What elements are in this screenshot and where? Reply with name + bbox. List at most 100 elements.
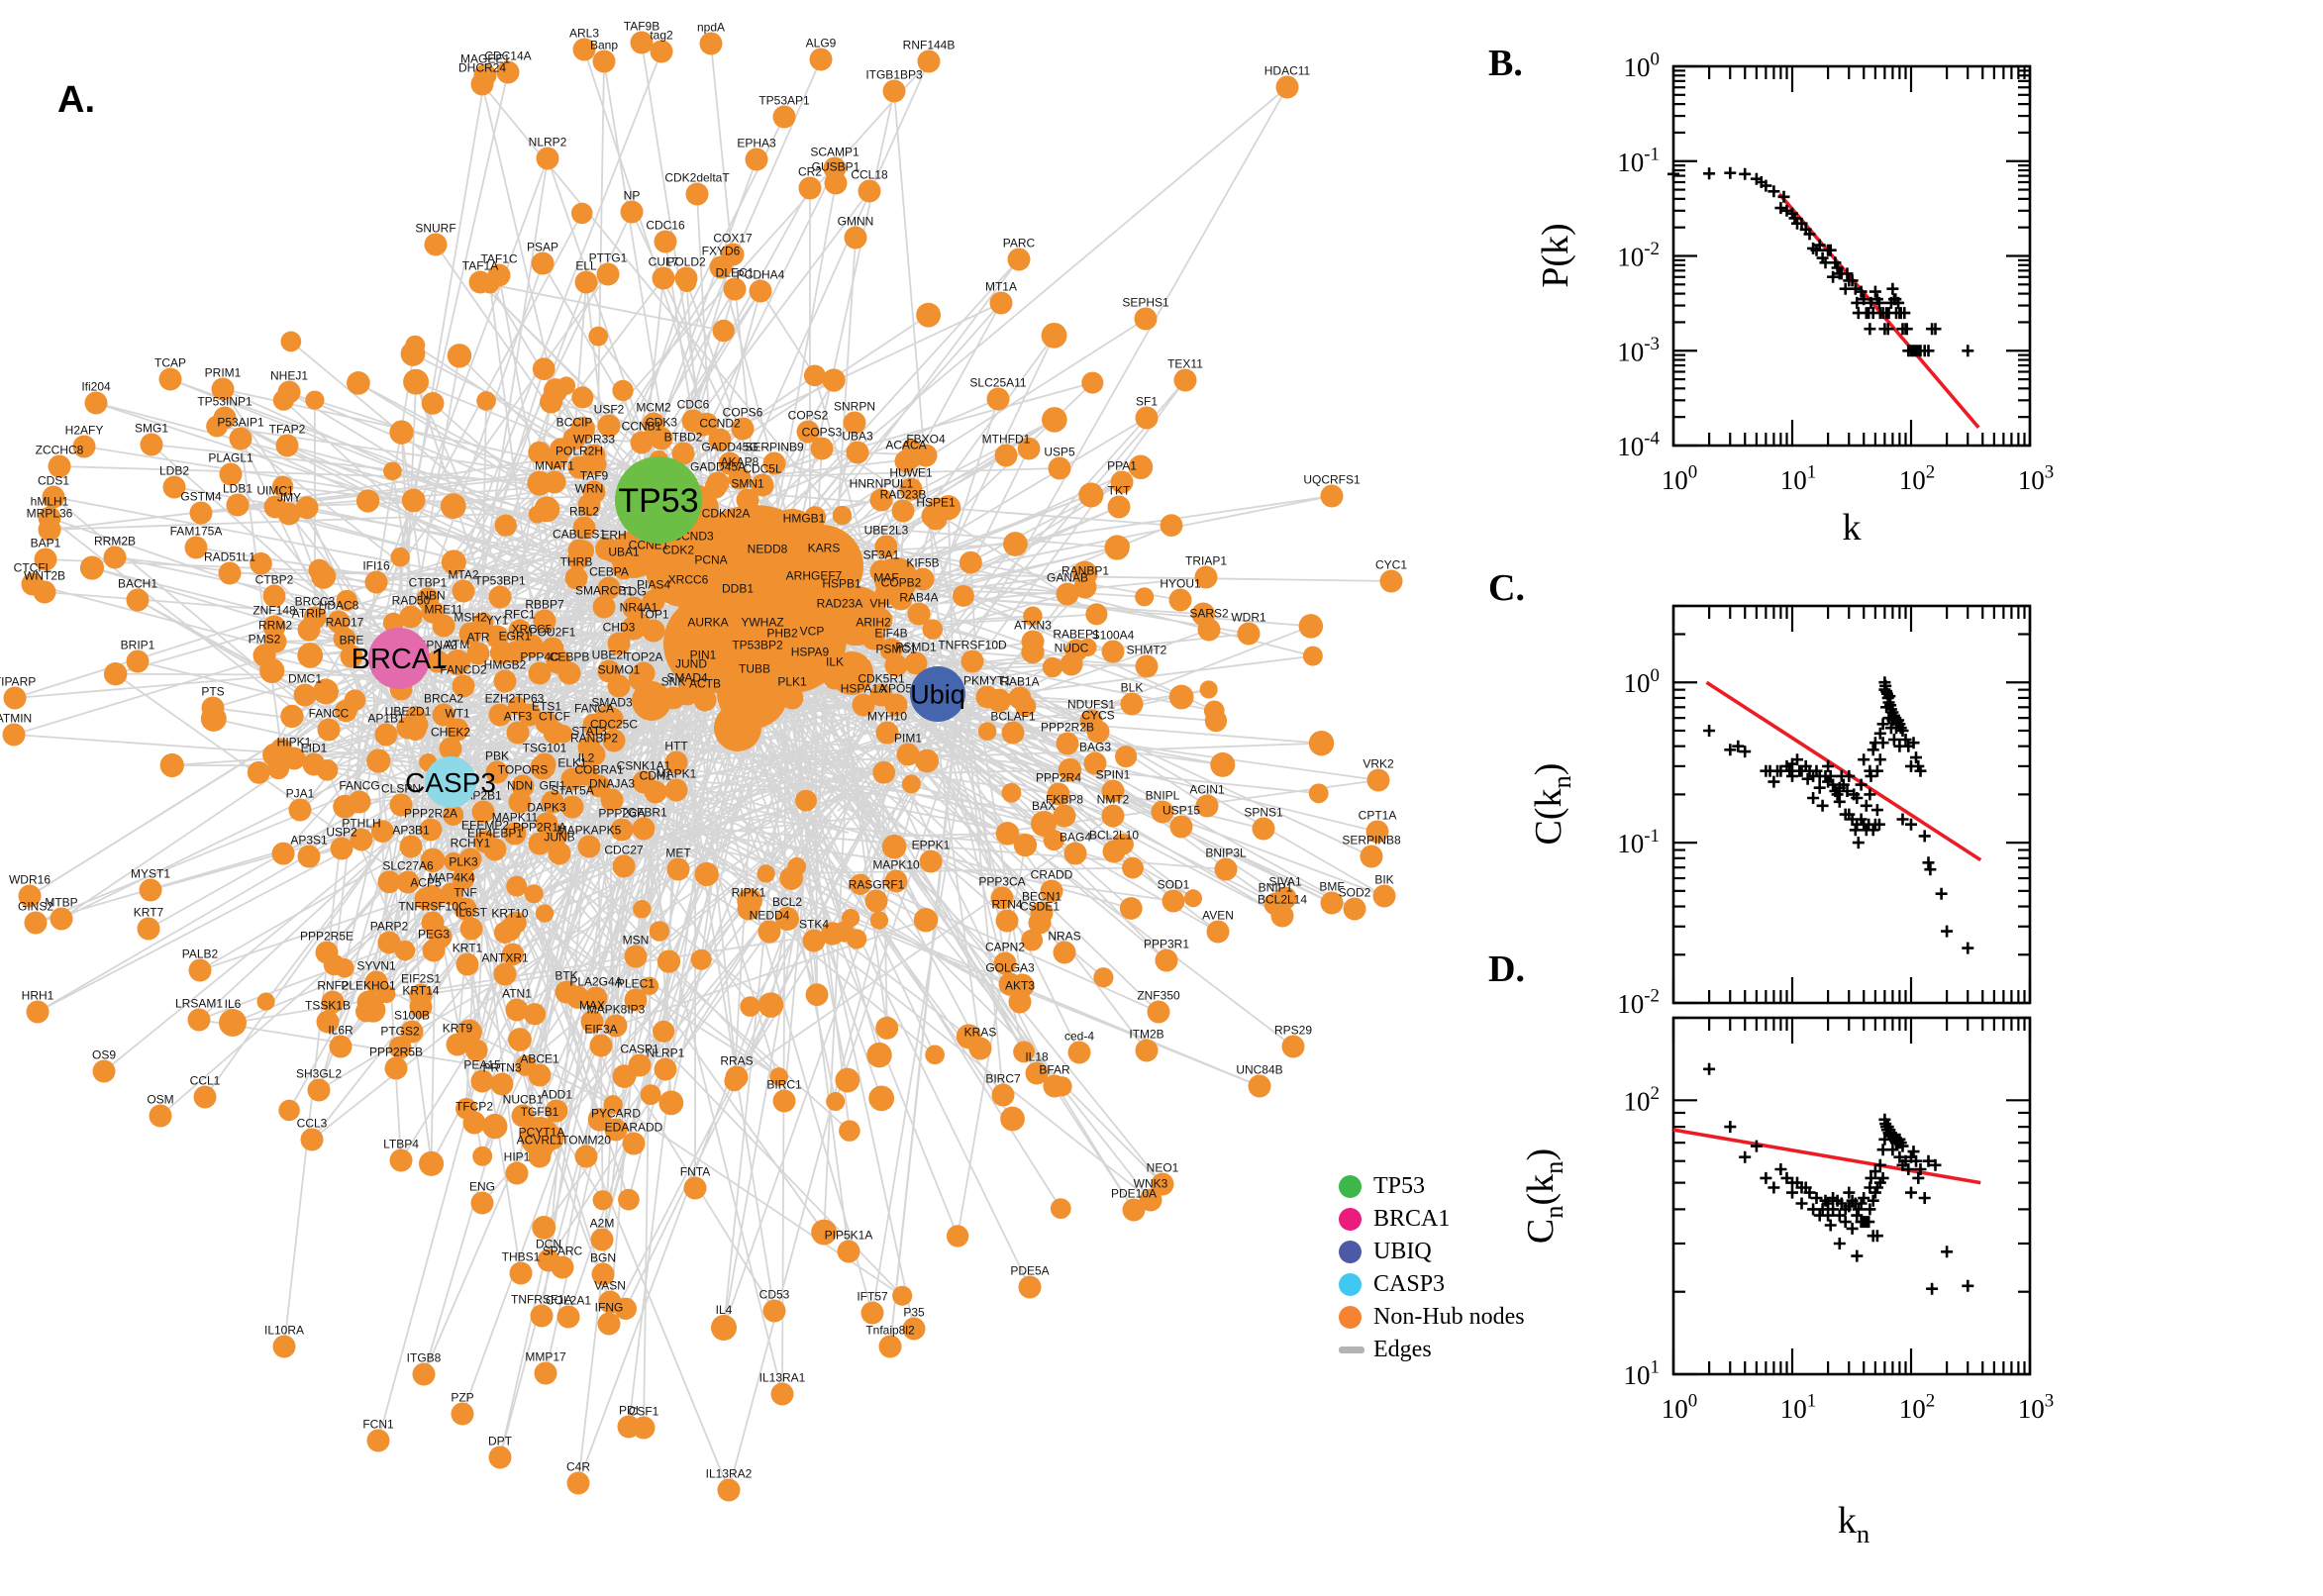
network-node (508, 790, 532, 814)
network-node (1366, 768, 1390, 792)
network-node (846, 441, 869, 464)
network-node (675, 682, 699, 706)
network-node (803, 506, 827, 529)
network-node (377, 870, 401, 894)
axis-tick-label: 10-2 (1617, 986, 1660, 1019)
network-node (471, 800, 495, 824)
network-node (1360, 845, 1383, 868)
network-node (572, 38, 596, 61)
network-node (1023, 606, 1043, 626)
network-node (1102, 840, 1126, 863)
network-node (1197, 618, 1221, 642)
network-node (541, 637, 564, 660)
network-node (914, 444, 938, 467)
network-node (1281, 1035, 1305, 1058)
network-node (476, 391, 496, 411)
network-node (1053, 804, 1076, 828)
network-node (869, 559, 893, 583)
network-node (1028, 911, 1052, 935)
axis-tick-label: 10-1 (1617, 144, 1660, 176)
network-node (723, 277, 747, 301)
network-node (1298, 614, 1324, 639)
network-node (1184, 889, 1203, 908)
network-node (1275, 75, 1299, 99)
network-node (839, 1120, 860, 1142)
legend-color-dot (1339, 1208, 1362, 1231)
network-node (364, 570, 388, 594)
network-node (805, 983, 829, 1007)
network-node (664, 750, 688, 774)
network-node (1270, 904, 1294, 928)
axis-tick-label: 100 (1624, 665, 1660, 698)
network-node (305, 390, 325, 410)
network-node (562, 427, 586, 450)
network-node (1155, 948, 1178, 972)
network-node (582, 743, 606, 766)
network-node (288, 798, 312, 822)
network-node (528, 832, 552, 855)
network-node (693, 688, 717, 712)
network-node (868, 1085, 895, 1112)
network-node (262, 743, 286, 767)
network-node (247, 760, 270, 784)
network-node (424, 233, 448, 256)
network-node (543, 721, 566, 745)
scatter-points (1703, 1062, 1974, 1295)
network-node (297, 618, 321, 642)
network-node (570, 202, 593, 225)
network-node (922, 619, 944, 640)
network-node (960, 649, 984, 673)
network-node (505, 998, 529, 1022)
network-node (1379, 569, 1403, 593)
network-node (600, 707, 624, 731)
network-node (610, 818, 634, 842)
network-node (439, 737, 462, 760)
fit-line (1672, 1128, 1981, 1185)
network-node (894, 449, 918, 473)
network-node (50, 907, 73, 931)
network-node (656, 949, 681, 973)
network-node (3, 686, 27, 710)
network-node (1199, 680, 1218, 699)
axis-tick-label: 101 (1780, 462, 1816, 495)
network-node (1210, 751, 1236, 777)
network-node (580, 1010, 604, 1034)
network-node (535, 812, 558, 836)
network-node (426, 649, 450, 673)
network-node (989, 291, 1013, 315)
network-node (644, 780, 667, 804)
network-node (743, 673, 766, 697)
network-node (1073, 575, 1097, 599)
network-node (356, 990, 380, 1014)
network-node (739, 526, 759, 547)
network-node (1173, 368, 1197, 392)
network-node (1139, 1188, 1162, 1212)
network-node (560, 795, 584, 819)
network-node (775, 539, 798, 562)
panel-a-label: A. (57, 79, 95, 121)
network-node (725, 1065, 749, 1089)
panel-c-label: C. (1488, 567, 1525, 609)
network-node (837, 1240, 860, 1263)
network-node (383, 461, 402, 481)
network-node (1007, 248, 1031, 271)
network-node (1122, 856, 1144, 879)
network-node (389, 793, 413, 817)
network-node (612, 379, 634, 402)
network-node (1128, 454, 1154, 480)
axis-tick-label: 103 (2018, 462, 2054, 495)
axis-tick-label: 10-3 (1617, 334, 1660, 366)
network-node (596, 262, 620, 286)
network-node (421, 391, 445, 415)
network-node (445, 649, 470, 675)
network-node (875, 721, 899, 745)
network-node (986, 387, 1010, 411)
network-node (642, 589, 665, 613)
network-node (749, 279, 772, 303)
network-node (852, 693, 875, 717)
network-node (297, 845, 321, 868)
network-node (811, 1219, 838, 1246)
network-node (649, 921, 670, 942)
legend-color-dot (1339, 1306, 1362, 1329)
network-node (1008, 686, 1032, 710)
